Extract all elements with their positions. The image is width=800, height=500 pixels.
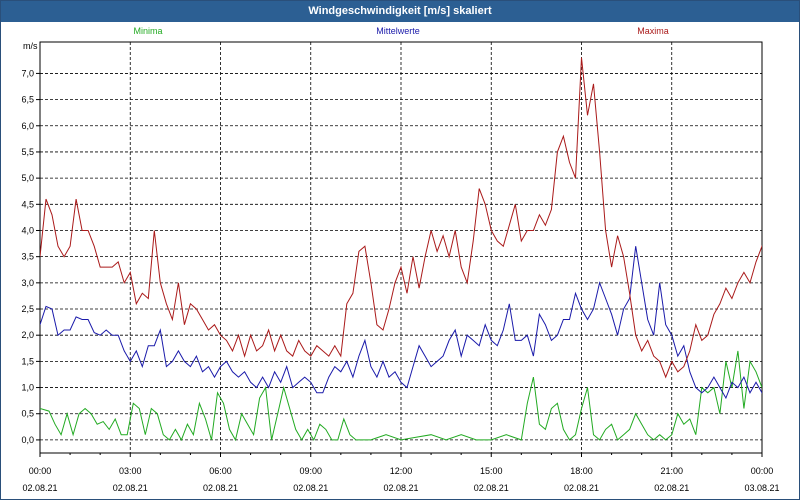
tick-labels: 0,0 0,5 1,0 1,5 2,0 2,5 3,0 3,5 4,0 4,5 5,0 5,5 6,0 6… <box>21 41 779 493</box>
x-tick-time: 12:00 <box>390 466 413 476</box>
y-tick-label: 5,5 <box>21 147 34 157</box>
legend: Minima Mittelwerte Maxima <box>133 26 668 36</box>
x-tick-date: 02.08.21 <box>22 483 57 493</box>
y-tick-label: 7,0 <box>21 68 34 78</box>
x-tick-time: 06:00 <box>209 466 232 476</box>
y-tick-label: 0,0 <box>21 435 34 445</box>
legend-mittelwerte: Mittelwerte <box>376 26 420 36</box>
grid <box>40 42 762 453</box>
y-tick-label: 4,5 <box>21 199 34 209</box>
x-tick-date: 02.08.21 <box>113 483 148 493</box>
x-tick-date: 02.08.21 <box>654 483 689 493</box>
series-line-mittelwerte <box>40 246 762 400</box>
x-tick-time: 00:00 <box>751 466 774 476</box>
y-tick-label: 0,5 <box>21 409 34 419</box>
x-tick-date: 03.08.21 <box>744 483 779 493</box>
x-tick-time: 09:00 <box>299 466 322 476</box>
y-tick-label: 1,5 <box>21 356 34 366</box>
y-tick-label: 3,0 <box>21 278 34 288</box>
x-tick-time: 03:00 <box>119 466 142 476</box>
series-line-maxima <box>40 57 762 379</box>
y-tick-label: 6,0 <box>21 121 34 131</box>
x-tick-date: 02.08.21 <box>383 483 418 493</box>
y-tick-label: 6,5 <box>21 95 34 105</box>
x-tick-time: 15:00 <box>480 466 503 476</box>
axes <box>36 41 763 457</box>
series-group <box>40 57 762 442</box>
legend-maxima: Maxima <box>637 26 669 36</box>
y-tick-label: 2,5 <box>21 304 34 314</box>
y-tick-label: 1,0 <box>21 383 34 393</box>
wind-speed-chart: 0,0 0,5 1,0 1,5 2,0 2,5 3,0 3,5 4,0 4,5 5,0 5,5 6,0 6… <box>21 26 779 493</box>
y-tick-label: 3,5 <box>21 252 34 262</box>
x-tick-time: 00:00 <box>29 466 52 476</box>
legend-minima: Minima <box>133 26 162 36</box>
window-title: Windgeschwindigkeit [m/s] skaliert <box>1 1 799 22</box>
y-tick-label: 2,0 <box>21 330 34 340</box>
y-axis-label: m/s <box>23 41 38 51</box>
x-tick-date: 02.08.21 <box>293 483 328 493</box>
x-tick-date: 02.08.21 <box>564 483 599 493</box>
series-line-minima <box>40 350 762 442</box>
y-tick-label: 4,0 <box>21 225 34 235</box>
x-tick-date: 02.08.21 <box>474 483 509 493</box>
y-tick-label: 5,0 <box>21 173 34 183</box>
x-tick-time: 21:00 <box>660 466 683 476</box>
x-tick-date: 02.08.21 <box>203 483 238 493</box>
x-tick-time: 18:00 <box>570 466 593 476</box>
